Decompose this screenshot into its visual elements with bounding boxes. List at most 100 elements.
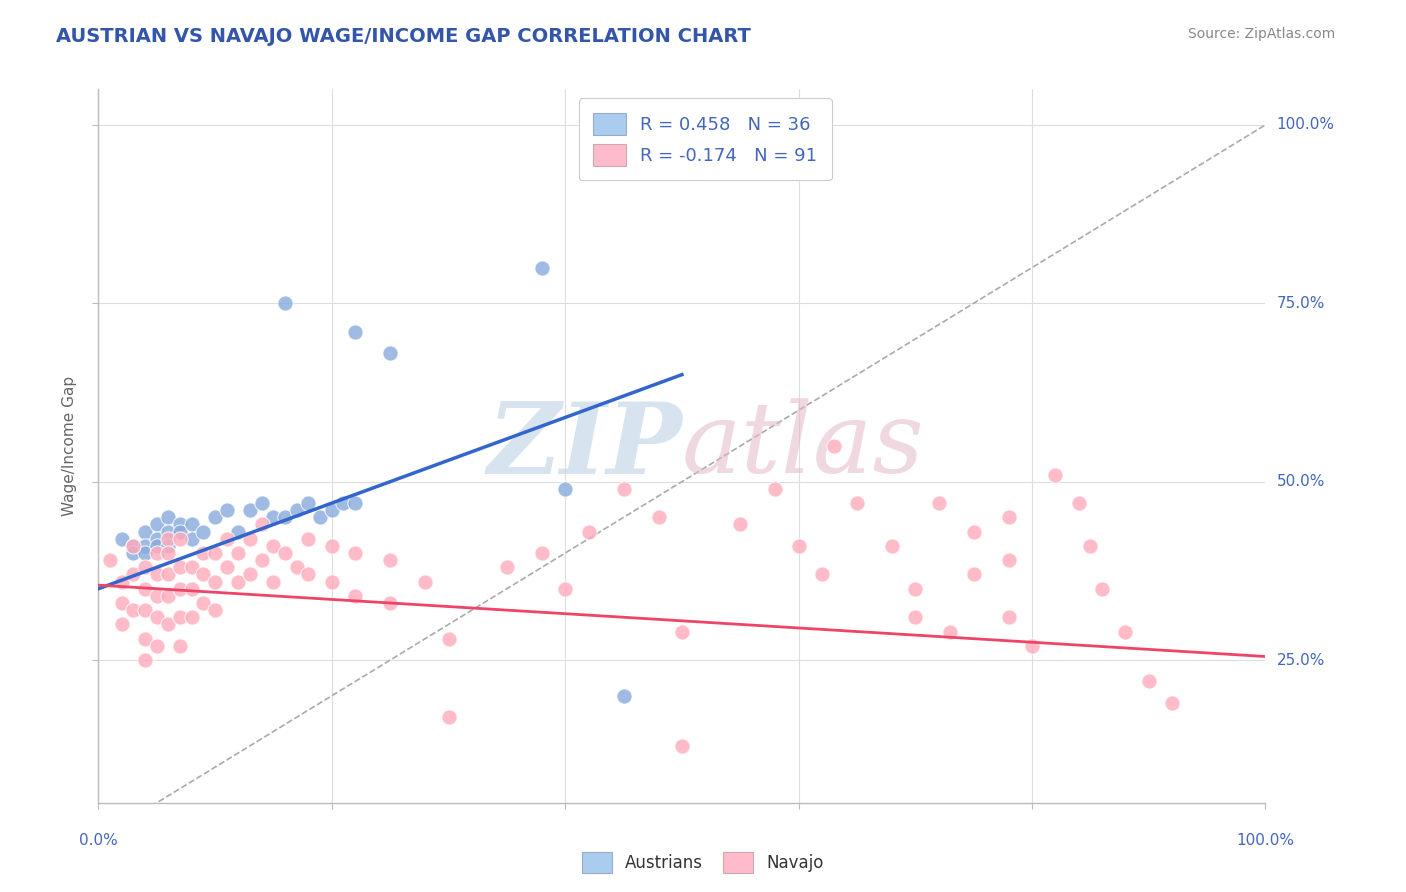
Point <box>554 482 576 496</box>
Point <box>250 553 273 567</box>
Point <box>134 632 156 646</box>
Point <box>1045 467 1067 482</box>
Point <box>180 517 202 532</box>
Point <box>297 532 319 546</box>
Point <box>321 574 343 589</box>
Point <box>811 567 834 582</box>
Point <box>846 496 869 510</box>
Point <box>228 524 250 539</box>
Point <box>98 553 121 567</box>
Point <box>239 567 262 582</box>
Point <box>180 582 202 596</box>
Point <box>122 603 145 617</box>
Point <box>193 596 215 610</box>
Y-axis label: Wage/Income Gap: Wage/Income Gap <box>62 376 77 516</box>
Point <box>180 610 202 624</box>
Point <box>1114 624 1136 639</box>
Text: Source: ZipAtlas.com: Source: ZipAtlas.com <box>1188 27 1336 41</box>
Point <box>962 524 984 539</box>
Point <box>823 439 845 453</box>
Point <box>262 510 284 524</box>
Text: 25.0%: 25.0% <box>1277 653 1324 667</box>
Point <box>437 710 460 724</box>
Point <box>344 325 367 339</box>
Point <box>250 517 273 532</box>
Point <box>321 503 343 517</box>
Point <box>134 539 156 553</box>
Point <box>134 560 156 574</box>
Point <box>928 496 950 510</box>
Point <box>344 589 367 603</box>
Point <box>157 510 180 524</box>
Point <box>262 539 284 553</box>
Point <box>1080 539 1102 553</box>
Point <box>134 546 156 560</box>
Point <box>157 532 180 546</box>
Point <box>380 596 402 610</box>
Point <box>380 553 402 567</box>
Point <box>134 524 156 539</box>
Point <box>146 517 169 532</box>
Point <box>904 582 927 596</box>
Point <box>309 510 332 524</box>
Point <box>496 560 519 574</box>
Point <box>1021 639 1043 653</box>
Point <box>730 517 752 532</box>
Point <box>146 532 169 546</box>
Point <box>180 560 202 574</box>
Point <box>613 482 636 496</box>
Point <box>169 517 191 532</box>
Point <box>215 532 238 546</box>
Point <box>250 496 273 510</box>
Point <box>997 510 1019 524</box>
Point <box>169 532 191 546</box>
Point <box>111 532 134 546</box>
Point <box>122 539 145 553</box>
Point <box>880 539 903 553</box>
Point <box>262 574 284 589</box>
Point <box>647 510 669 524</box>
Point <box>111 596 134 610</box>
Point <box>169 524 191 539</box>
Text: 0.0%: 0.0% <box>79 833 118 848</box>
Point <box>146 610 169 624</box>
Point <box>274 296 297 310</box>
Point <box>671 739 693 753</box>
Point <box>169 560 191 574</box>
Point <box>578 524 600 539</box>
Point <box>274 510 297 524</box>
Point <box>180 532 202 546</box>
Point <box>157 617 180 632</box>
Point <box>332 496 354 510</box>
Point <box>169 610 191 624</box>
Point <box>939 624 962 639</box>
Point <box>763 482 786 496</box>
Point <box>297 567 319 582</box>
Text: ZIP: ZIP <box>486 398 682 494</box>
Point <box>239 532 262 546</box>
Point <box>146 589 169 603</box>
Point <box>215 503 238 517</box>
Point <box>530 546 553 560</box>
Point <box>962 567 984 582</box>
Point <box>274 546 297 560</box>
Point <box>297 496 319 510</box>
Point <box>285 503 308 517</box>
Text: AUSTRIAN VS NAVAJO WAGE/INCOME GAP CORRELATION CHART: AUSTRIAN VS NAVAJO WAGE/INCOME GAP CORRE… <box>56 27 751 45</box>
Point <box>344 496 367 510</box>
Point <box>285 560 308 574</box>
Point <box>228 546 250 560</box>
Point <box>204 510 226 524</box>
Legend: R = 0.458   N = 36, R = -0.174   N = 91: R = 0.458 N = 36, R = -0.174 N = 91 <box>579 98 832 180</box>
Point <box>380 346 402 360</box>
Point <box>204 574 226 589</box>
Point <box>169 582 191 596</box>
Point <box>146 539 169 553</box>
Point <box>111 574 134 589</box>
Point <box>193 524 215 539</box>
Point <box>193 567 215 582</box>
Point <box>321 539 343 553</box>
Point <box>787 539 810 553</box>
Point <box>1137 674 1160 689</box>
Point <box>193 546 215 560</box>
